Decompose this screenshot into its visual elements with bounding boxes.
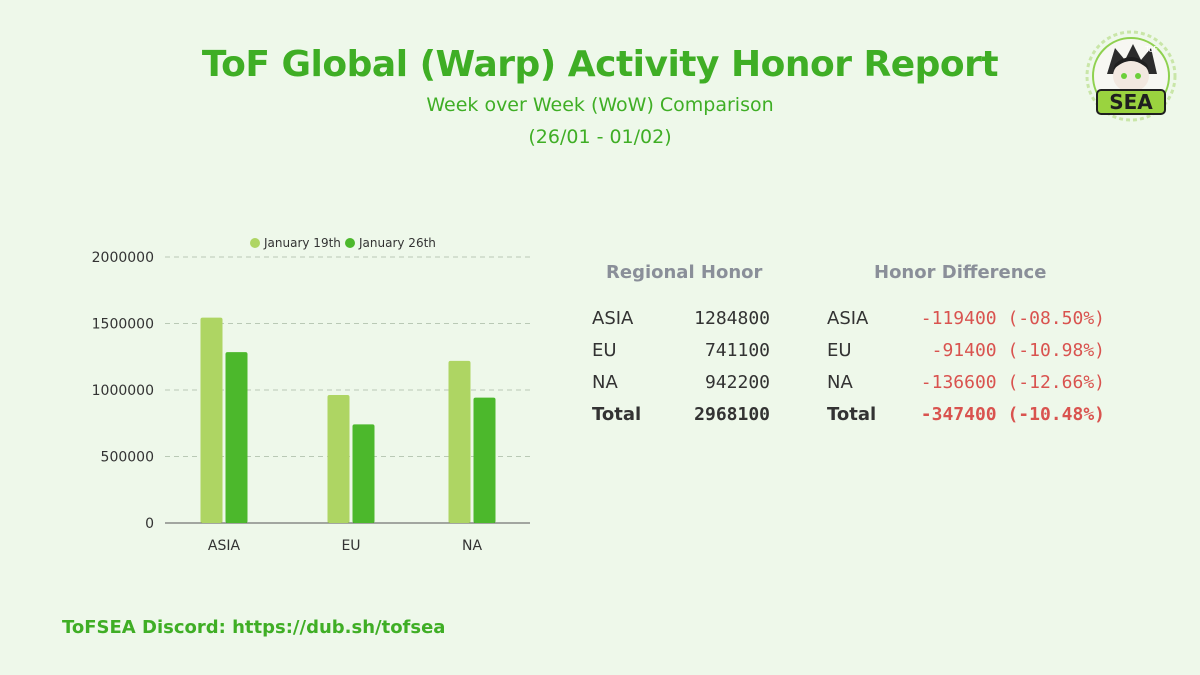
difference-total-value: -347400 (-10.48%)	[920, 404, 1105, 425]
bar-eu-0	[327, 394, 350, 523]
x-tick-label: EU	[341, 538, 360, 554]
bar-na-1	[473, 397, 496, 523]
bar-asia-0	[200, 317, 223, 523]
logo-text: SEA	[1109, 90, 1153, 114]
tofsea-logo-icon: SEA ToF	[1085, 30, 1177, 122]
difference-row-label: NA	[827, 372, 853, 393]
regional-honor-header: Regional Honor	[606, 262, 763, 283]
y-tick-label: 1000000	[92, 383, 154, 399]
x-tick-label: ASIA	[208, 538, 241, 554]
difference-row-value: -136600 (-12.66%)	[920, 372, 1105, 393]
discord-link[interactable]: ToFSEA Discord: https://dub.sh/tofsea	[62, 617, 446, 638]
difference-row-label: ASIA	[827, 308, 869, 329]
bar-na-0	[448, 360, 471, 523]
regional-row-label: EU	[592, 340, 617, 361]
legend-swatch	[250, 238, 260, 248]
report-title: ToF Global (Warp) Activity Honor Report	[201, 44, 999, 85]
regional-total-value: 2968100	[694, 404, 770, 425]
bar-asia-1	[225, 352, 248, 523]
y-tick-label: 1500000	[92, 317, 154, 333]
difference-row-label: EU	[827, 340, 852, 361]
honor-bar-chart: 0 500000 1000000 1500000 2000000 ASIA EU NA Janu…	[92, 236, 530, 554]
bar-eu-1	[352, 424, 375, 523]
legend-swatch	[345, 238, 355, 248]
regional-row-label: ASIA	[592, 308, 634, 329]
y-tick-label: 0	[145, 516, 154, 532]
date-range: (26/01 - 01/02)	[528, 126, 672, 148]
legend-label: January 26th	[358, 236, 436, 250]
difference-row-value: -91400 (-10.98%)	[931, 340, 1105, 361]
legend-label: January 19th	[263, 236, 341, 250]
difference-total-label: Total	[827, 404, 877, 425]
honor-difference-header: Honor Difference	[874, 262, 1047, 283]
regional-row-label: NA	[592, 372, 618, 393]
regional-row-value: 741100	[704, 340, 770, 361]
report-subtitle: Week over Week (WoW) Comparison	[426, 94, 774, 116]
regional-row-value: 942200	[704, 372, 770, 393]
y-tick-label: 500000	[101, 450, 154, 466]
regional-total-label: Total	[592, 404, 642, 425]
x-tick-label: NA	[462, 538, 482, 554]
regional-row-value: 1284800	[694, 308, 770, 329]
y-tick-label: 2000000	[92, 250, 154, 266]
difference-row-value: -119400 (-08.50%)	[920, 308, 1105, 329]
logo-badge: ToF	[1144, 45, 1158, 54]
